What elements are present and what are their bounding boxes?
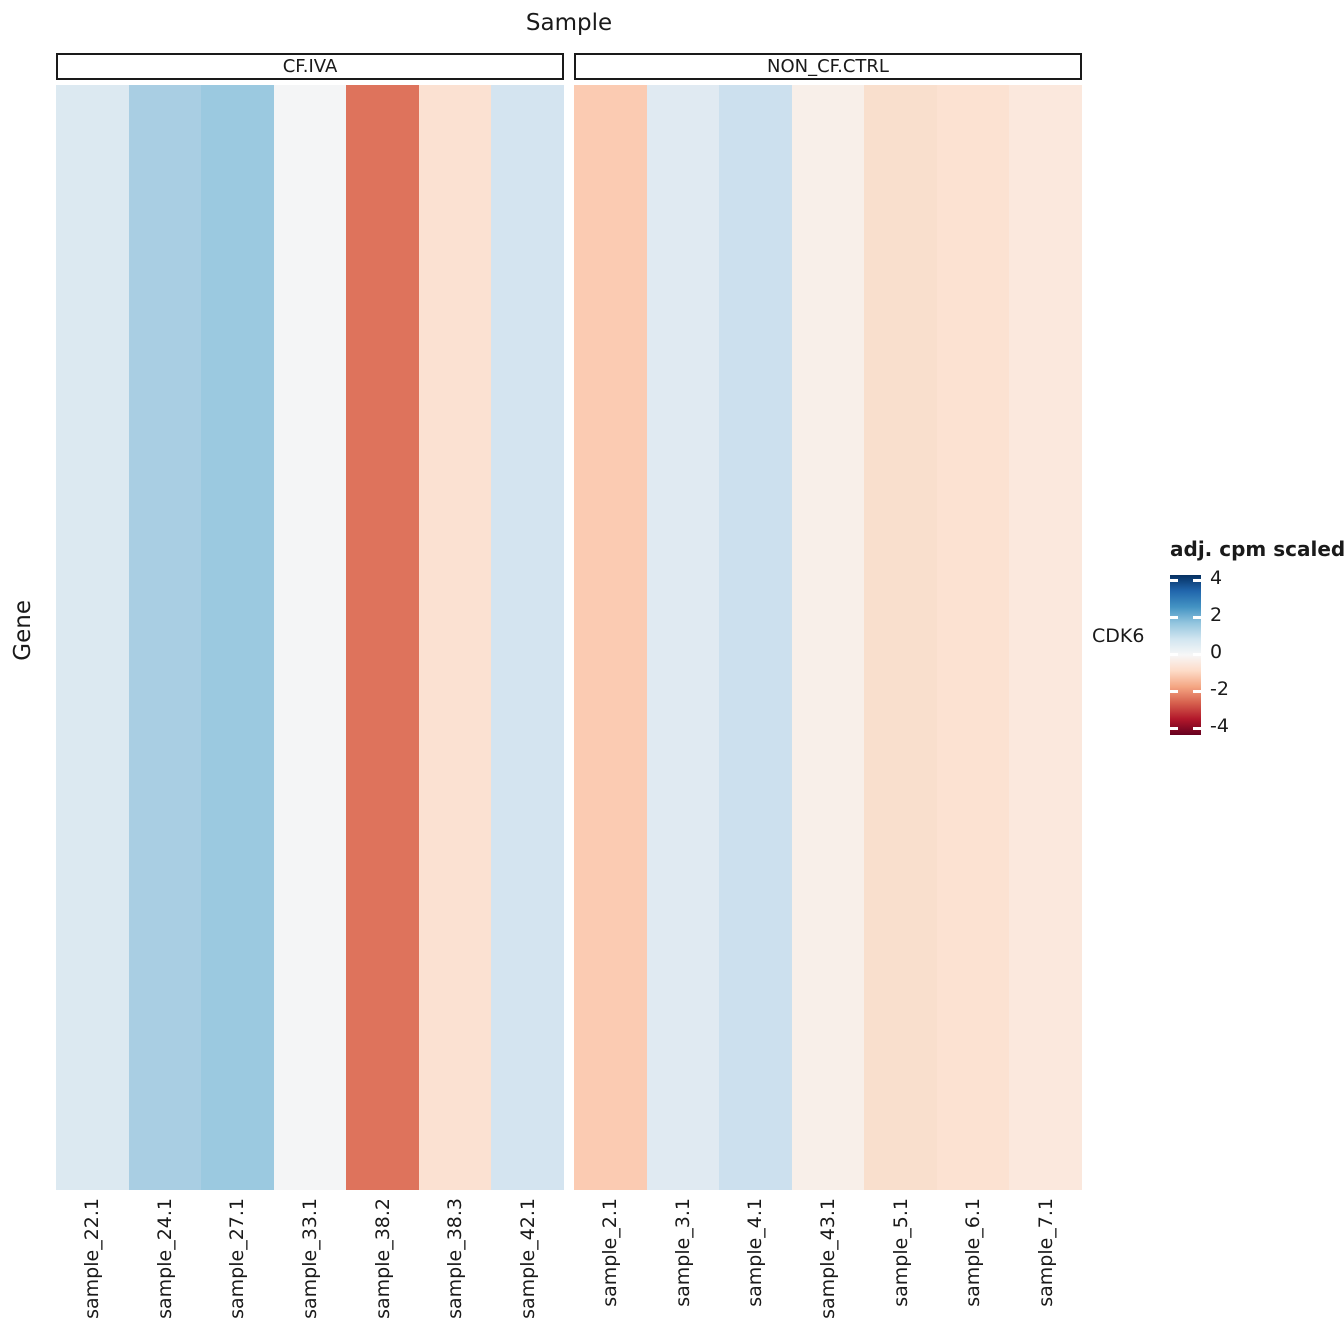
column-group-header: NON_CF.CTRL <box>574 53 1082 80</box>
x-tick-label: sample_6.1 <box>962 1198 985 1307</box>
x-tick-label: sample_22.1 <box>81 1198 104 1319</box>
legend-tick-label: 0 <box>1210 641 1223 663</box>
heatmap-cell <box>864 85 938 1190</box>
legend-tick-label: 2 <box>1210 604 1223 626</box>
heatmap-cell <box>936 85 1010 1190</box>
x-tick-label: sample_3.1 <box>671 1198 694 1307</box>
legend-tick-label: -4 <box>1210 715 1229 737</box>
column-group-label: NON_CF.CTRL <box>767 56 889 77</box>
column-group-label: CF.IVA <box>282 56 338 77</box>
heatmap-cell <box>201 85 275 1190</box>
x-tick-label: sample_38.2 <box>371 1198 394 1319</box>
heatmap-cell <box>719 85 793 1190</box>
heatmap-cell <box>346 85 420 1190</box>
x-tick-label: sample_2.1 <box>599 1198 622 1307</box>
x-tick-label: sample_42.1 <box>516 1198 539 1319</box>
gene-row-label: CDK6 <box>1092 625 1145 647</box>
legend-tick-dash <box>1170 690 1178 693</box>
x-tick-label: sample_33.1 <box>299 1198 321 1319</box>
legend-tick-label: -2 <box>1210 678 1229 700</box>
legend-tick-dash <box>1193 653 1201 656</box>
heatmap-cell <box>491 85 565 1190</box>
heatmap-cell <box>1009 85 1083 1190</box>
legend-tick-dash <box>1170 616 1178 619</box>
heatmap-cell <box>273 85 347 1190</box>
heatmap-cell <box>56 85 130 1190</box>
legend-tick-label: 4 <box>1210 567 1223 589</box>
plot-title: Sample <box>525 10 613 36</box>
x-tick-label: sample_27.1 <box>226 1198 249 1319</box>
heatmap-cell <box>574 85 648 1190</box>
x-tick-label: sample_38.3 <box>444 1198 467 1319</box>
legend-title: adj. cpm scaled <box>1170 537 1344 561</box>
x-tick-label: sample_24.1 <box>153 1198 176 1319</box>
column-group-header: CF.IVA <box>56 53 564 80</box>
x-tick-label: sample_43.1 <box>817 1198 839 1319</box>
heatmap-cell <box>418 85 492 1190</box>
legend-tick-dash <box>1170 727 1178 730</box>
legend-tick-dash <box>1193 579 1201 582</box>
x-tick-label: sample_7.1 <box>1034 1198 1057 1307</box>
x-tick-label: sample_5.1 <box>889 1198 912 1307</box>
heatmap-cell <box>646 85 720 1190</box>
legend-tick-dash <box>1170 579 1178 582</box>
heatmap-cell <box>791 85 865 1190</box>
legend-tick-dash <box>1193 727 1201 730</box>
legend-tick-dash <box>1170 653 1178 656</box>
legend-tick-dash <box>1193 616 1201 619</box>
heatmap-cell <box>128 85 202 1190</box>
legend-tick-dash <box>1193 690 1201 693</box>
x-tick-label: sample_4.1 <box>744 1198 767 1307</box>
y-axis-title: Gene <box>10 600 36 661</box>
